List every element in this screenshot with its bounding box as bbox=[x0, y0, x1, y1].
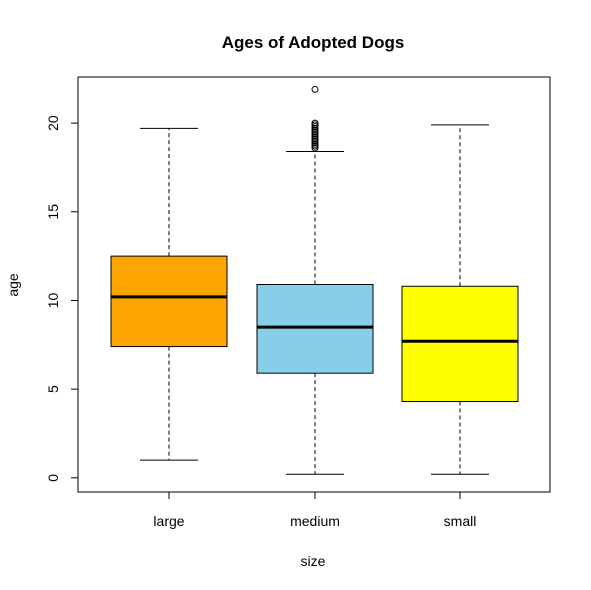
outlier-point bbox=[311, 119, 319, 127]
box-small bbox=[401, 285, 519, 403]
x-axis-label: size bbox=[301, 553, 326, 569]
box-large bbox=[110, 255, 228, 348]
x-tick-label: medium bbox=[290, 513, 340, 529]
chart-title: Ages of Adopted Dogs bbox=[222, 33, 405, 52]
outlier-point bbox=[311, 85, 319, 93]
y-tick-label: 10 bbox=[45, 292, 61, 308]
y-tick-label: 0 bbox=[45, 474, 61, 482]
x-tick-label: large bbox=[153, 513, 184, 529]
y-tick-label: 15 bbox=[45, 204, 61, 220]
y-axis: 0 5 10 15 20 bbox=[45, 115, 79, 482]
boxes-group bbox=[110, 85, 519, 475]
x-axis: large medium small bbox=[153, 491, 477, 529]
box-medium bbox=[256, 284, 374, 374]
y-tick-label: 20 bbox=[45, 115, 61, 131]
x-tick-label: small bbox=[444, 513, 477, 529]
y-tick-label: 5 bbox=[45, 385, 61, 393]
y-axis-label: age bbox=[5, 273, 21, 297]
